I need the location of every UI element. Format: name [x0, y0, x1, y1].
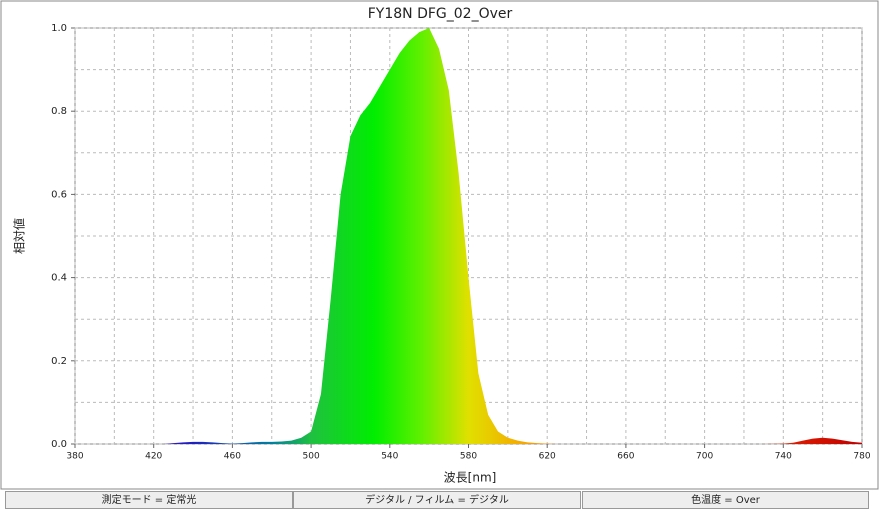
y-axis-label: 相対値: [12, 218, 27, 254]
status-cell: 色温度 = Over: [582, 491, 869, 509]
x-tick-label: 700: [696, 452, 713, 462]
x-tick-label: 740: [775, 452, 792, 462]
y-tick-label: 1.0: [51, 23, 67, 34]
y-tick-label: 0.2: [51, 356, 67, 367]
status-cell: 測定モード = 定常光: [5, 491, 293, 509]
x-tick-label: 580: [460, 452, 477, 462]
x-tick-label: 420: [145, 452, 162, 462]
x-axis-label: 波長[nm]: [444, 471, 497, 485]
status-cell: デジタル / フィルム = デジタル: [293, 491, 581, 509]
y-tick-label: 0.8: [51, 106, 67, 117]
chart: FY18N DFG_02_Over 波長[nm] 相対値 0.0 0.2 0.4 0.…: [0, 0, 879, 490]
x-tick-label: 780: [853, 452, 870, 462]
x-tick-label: 540: [381, 452, 398, 462]
chart-title: FY18N DFG_02_Over: [368, 6, 513, 22]
spectrum-area: [75, 28, 862, 444]
x-tick-label: 620: [539, 452, 556, 462]
x-tick-label: 500: [303, 452, 320, 462]
y-tick-label: 0.0: [51, 439, 67, 450]
y-tick-label: 0.6: [51, 189, 67, 200]
x-tick-label: 660: [617, 452, 634, 462]
x-tick-label: 460: [224, 452, 241, 462]
frame: [0, 0, 879, 490]
x-tick-label: 380: [66, 452, 83, 462]
y-tick-label: 0.4: [51, 273, 67, 284]
